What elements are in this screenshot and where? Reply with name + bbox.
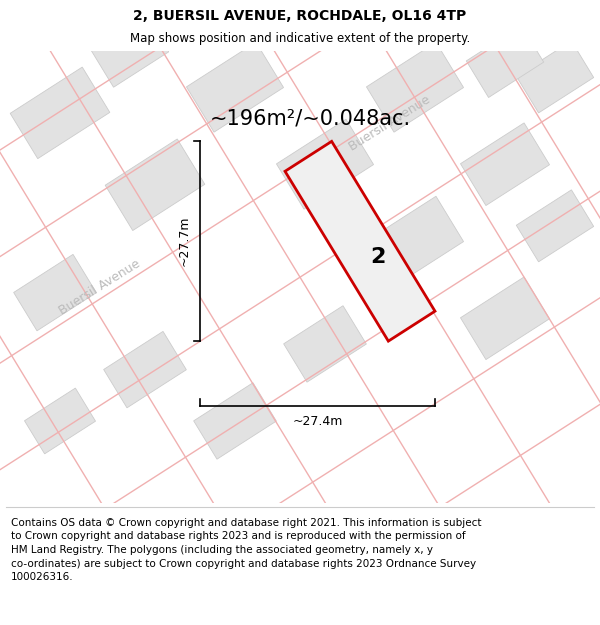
Text: 2: 2 [370, 247, 386, 267]
Polygon shape [284, 306, 367, 382]
Text: Contains OS data © Crown copyright and database right 2021. This information is : Contains OS data © Crown copyright and d… [11, 518, 481, 582]
Polygon shape [25, 388, 95, 454]
Polygon shape [91, 15, 169, 88]
Polygon shape [187, 42, 284, 132]
Text: ~27.7m: ~27.7m [178, 216, 191, 266]
Polygon shape [517, 41, 593, 113]
Text: ~27.4m: ~27.4m [292, 416, 343, 429]
Polygon shape [285, 141, 435, 341]
Polygon shape [460, 277, 550, 359]
Polygon shape [517, 190, 593, 262]
Polygon shape [466, 26, 544, 98]
Text: Map shows position and indicative extent of the property.: Map shows position and indicative extent… [130, 32, 470, 45]
Polygon shape [104, 331, 187, 408]
Polygon shape [105, 139, 205, 231]
Text: 2, BUERSIL AVENUE, ROCHDALE, OL16 4TP: 2, BUERSIL AVENUE, ROCHDALE, OL16 4TP [133, 9, 467, 23]
Polygon shape [277, 119, 374, 209]
Text: Buersil Avenue: Buersil Avenue [347, 93, 433, 153]
Text: ~196m²/~0.048ac.: ~196m²/~0.048ac. [209, 108, 410, 128]
Polygon shape [367, 196, 464, 286]
Polygon shape [194, 382, 277, 459]
Polygon shape [460, 123, 550, 206]
Text: Buersil Avenue: Buersil Avenue [57, 258, 143, 318]
Polygon shape [14, 254, 97, 331]
Polygon shape [367, 42, 464, 132]
Polygon shape [10, 67, 110, 159]
